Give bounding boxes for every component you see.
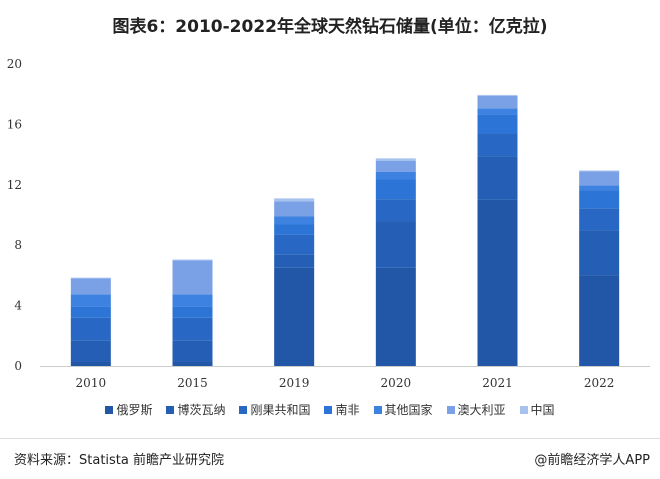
legend-swatch bbox=[239, 405, 248, 414]
brand-text: @前瞻经济学人APP bbox=[534, 453, 650, 468]
legend-label: 俄罗斯 bbox=[116, 403, 153, 417]
legend-label: 南非 bbox=[335, 403, 360, 417]
legend-swatch bbox=[166, 405, 175, 414]
bar-segment bbox=[477, 156, 518, 200]
x-tick-label: 2022 bbox=[584, 376, 615, 390]
y-tick-label: 16 bbox=[7, 117, 22, 131]
bar-segment bbox=[579, 208, 620, 231]
legend-label: 其他国家 bbox=[384, 403, 433, 417]
bar-segment bbox=[172, 260, 213, 295]
bar-segment bbox=[477, 95, 518, 109]
bar-segment bbox=[579, 230, 620, 276]
bar-segment bbox=[375, 221, 416, 268]
bar-segment bbox=[579, 190, 620, 209]
x-tick-label: 2015 bbox=[177, 376, 208, 390]
source-text: 资料来源：Statista 前瞻产业研究院 bbox=[14, 453, 224, 468]
legend-item: 刚果共和国 bbox=[239, 401, 310, 418]
y-tick-label: 0 bbox=[14, 359, 22, 373]
legend-label: 刚果共和国 bbox=[250, 403, 311, 417]
bar-segment bbox=[274, 224, 315, 235]
bar-segment bbox=[70, 317, 111, 341]
bar-segment bbox=[375, 158, 416, 161]
bar-segment bbox=[375, 179, 416, 200]
bar-segment bbox=[274, 201, 315, 217]
bar-segment bbox=[579, 171, 620, 186]
legend-item: 博茨瓦纳 bbox=[166, 401, 225, 418]
y-tick-label: 4 bbox=[14, 299, 22, 313]
bar-segment bbox=[477, 108, 518, 115]
bar-segment bbox=[274, 234, 315, 255]
bar-segment bbox=[172, 259, 213, 261]
legend: 俄罗斯 博茨瓦纳 刚果共和国 南非 其他国家 澳大利亚 中国 bbox=[60, 401, 600, 418]
chart-title: 图表6：2010-2022年全球天然钻石储量(单位：亿克拉) bbox=[112, 17, 548, 37]
legend-item: 其他国家 bbox=[373, 401, 433, 418]
bar-segment bbox=[172, 340, 213, 362]
legend-item: 俄罗斯 bbox=[105, 401, 152, 418]
legend-item: 中国 bbox=[519, 401, 555, 418]
bar-segment bbox=[70, 278, 111, 295]
x-tick-label: 2019 bbox=[279, 376, 310, 390]
legend-label: 博茨瓦纳 bbox=[177, 403, 226, 417]
bar-segment bbox=[375, 160, 416, 172]
x-tick-label: 2010 bbox=[76, 376, 107, 390]
bar-segment bbox=[172, 294, 213, 307]
legend-item: 澳大利亚 bbox=[446, 401, 506, 418]
y-tick-label: 12 bbox=[7, 178, 22, 192]
bar-segment bbox=[70, 294, 111, 307]
bar-segment bbox=[70, 306, 111, 318]
legend-item: 南非 bbox=[324, 401, 360, 418]
bar-segment bbox=[477, 94, 518, 96]
bar-segment bbox=[477, 114, 518, 134]
y-tick-label: 20 bbox=[7, 57, 22, 71]
legend-swatch bbox=[105, 405, 114, 414]
x-tick-label: 2020 bbox=[381, 376, 412, 390]
bar-segment bbox=[477, 133, 518, 157]
bar-segment bbox=[375, 199, 416, 222]
bar-segment bbox=[579, 275, 620, 366]
y-tick-label: 8 bbox=[14, 238, 22, 252]
bar-segment bbox=[274, 267, 315, 366]
legend-label: 澳大利亚 bbox=[457, 403, 506, 417]
bar-segment bbox=[70, 340, 111, 362]
legend-swatch bbox=[373, 405, 382, 414]
bar-segment bbox=[579, 170, 620, 172]
x-tick-label: 2021 bbox=[482, 376, 513, 390]
bar-segment bbox=[172, 306, 213, 318]
legend-label: 中国 bbox=[530, 403, 555, 417]
legend-swatch bbox=[324, 405, 333, 414]
footer: 资料来源：Statista 前瞻产业研究院 @前瞻经济学人APP bbox=[0, 438, 660, 479]
bar-segment bbox=[477, 199, 518, 366]
bar-segment bbox=[172, 317, 213, 341]
bar-segment bbox=[70, 277, 111, 279]
bar-segment bbox=[70, 361, 111, 366]
bar-segment bbox=[274, 216, 315, 225]
bar-segment bbox=[274, 198, 315, 202]
bar-segment bbox=[579, 185, 620, 191]
bar-segment bbox=[274, 254, 315, 268]
bar-segment bbox=[375, 171, 416, 180]
legend-swatch bbox=[519, 405, 528, 414]
legend-swatch bbox=[446, 405, 455, 414]
bar-segment bbox=[375, 267, 416, 366]
bar-segment bbox=[172, 361, 213, 366]
stacked-bar-chart: 0 4 8 12 16 20 2010 2015 2019 2020 2021 2022 bbox=[7, 57, 650, 390]
